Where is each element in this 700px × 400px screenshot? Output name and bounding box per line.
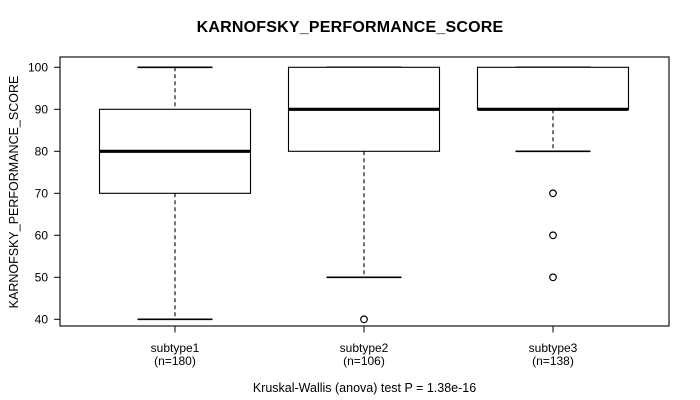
x-axis-label-subtype2: subtype2: [340, 341, 389, 355]
y-axis-tick-label: 50: [35, 271, 49, 285]
y-axis-tick-label: 60: [35, 229, 49, 243]
x-axis-label-subtype1: subtype1: [151, 341, 200, 355]
box-subtype3: [476, 66, 630, 110]
x-axis-label-subtype3: subtype3: [529, 341, 578, 355]
x-axis-sublabel-subtype1: (n=180): [154, 354, 196, 368]
y-axis-tick-label: 70: [35, 187, 49, 201]
y-axis-tick-label: 40: [35, 313, 49, 327]
outlier-point: [549, 273, 557, 282]
y-axis-tick-label: 80: [35, 145, 49, 159]
y-axis-tick-label: 100: [28, 61, 48, 75]
outlier-point: [360, 315, 368, 324]
y-axis-tick-label: 90: [35, 103, 49, 117]
chart-title: KARNOFSKY_PERFORMANCE_SCORE: [196, 19, 504, 36]
stat-test-caption: Kruskal-Wallis (anova) test P = 1.38e-16: [252, 381, 477, 395]
x-axis-sublabel-subtype2: (n=106): [343, 354, 385, 368]
x-axis-sublabel-subtype3: (n=138): [532, 354, 574, 368]
outlier-point: [549, 231, 557, 240]
outlier-point: [549, 189, 557, 198]
